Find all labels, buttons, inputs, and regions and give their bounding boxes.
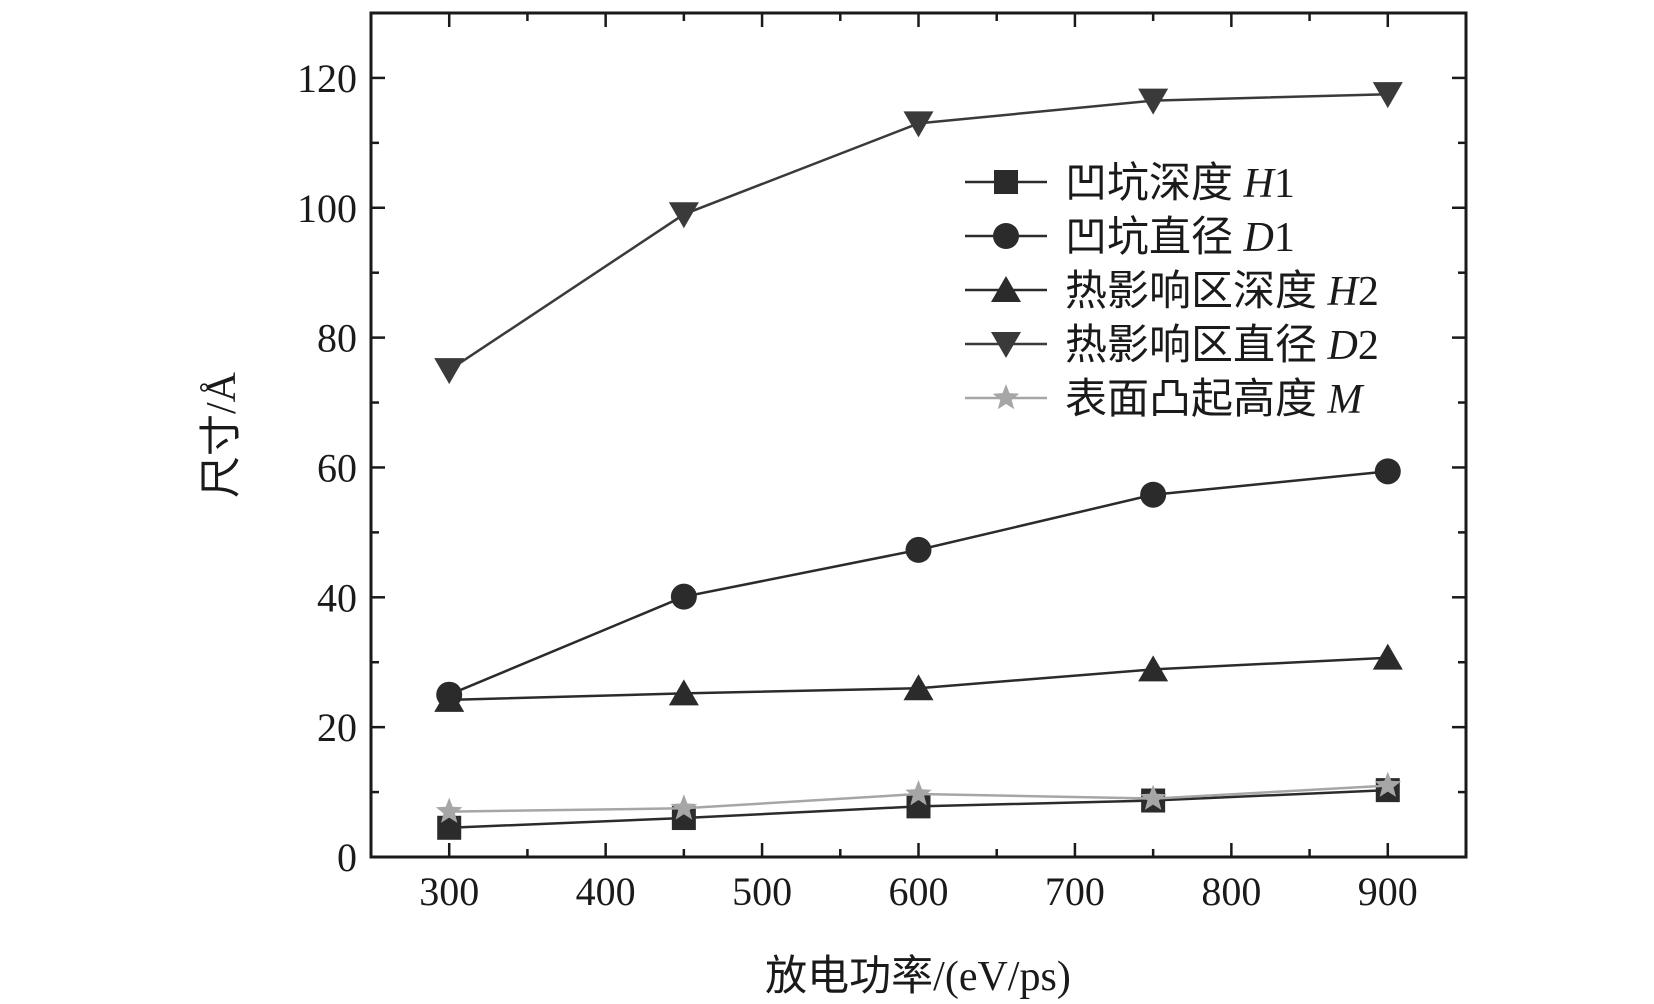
x-tick-label: 700 xyxy=(1045,869,1105,914)
legend-label: 凹坑直径 D1 xyxy=(1065,214,1295,261)
legend-label: 热影响区深度 H2 xyxy=(1065,269,1379,315)
legend: 凹坑深度 H1 凹坑直径 D1 热影响区深度 H2 热影响区直径 D2 表面凸起高度 M xyxy=(965,160,1379,423)
data-point xyxy=(903,111,934,138)
data-point xyxy=(437,815,462,840)
x-tick-label: 500 xyxy=(732,869,792,914)
data-point xyxy=(905,780,932,806)
data-point xyxy=(668,202,699,229)
legend-marker xyxy=(992,384,1020,410)
data-point xyxy=(1138,655,1169,682)
legend-marker xyxy=(991,332,1021,358)
data-point xyxy=(1374,771,1402,797)
y-tick-label: 100 xyxy=(297,186,357,231)
y-tick-label: 20 xyxy=(317,705,357,750)
data-point xyxy=(1374,458,1401,485)
legend-label: 表面凸起高度 M xyxy=(1065,377,1365,423)
legend-marker xyxy=(991,276,1021,302)
y-tick-label: 40 xyxy=(317,575,357,620)
y-tick-label: 80 xyxy=(317,316,357,361)
x-tick-label: 400 xyxy=(576,869,636,914)
data-point xyxy=(670,794,698,820)
data-point xyxy=(905,536,932,563)
legend-label: 凹坑深度 H1 xyxy=(1065,160,1295,207)
x-axis-title: 放电功率/(eV/ps) xyxy=(765,953,1071,1000)
ticks: 300 400 500 600 700 800 900 0 20 40 60 80 100 120 xyxy=(297,11,1468,914)
x-tick-label: 600 xyxy=(889,869,949,914)
data-point xyxy=(1372,643,1403,670)
data-point xyxy=(435,797,463,823)
legend-marker xyxy=(993,223,1019,249)
legend-label: 热影响区直径 D2 xyxy=(1065,323,1379,369)
y-tick-label: 60 xyxy=(317,445,357,490)
data-point xyxy=(670,583,697,610)
x-tick-label: 800 xyxy=(1201,869,1261,914)
data-point xyxy=(434,358,465,385)
data-point xyxy=(1372,82,1403,109)
y-axis-title: 尺寸/Å xyxy=(199,371,245,498)
plot-frame xyxy=(369,11,1468,859)
y-tick-label: 0 xyxy=(337,835,357,880)
y-tick-label: 120 xyxy=(297,56,357,101)
x-tick-label: 900 xyxy=(1358,869,1418,914)
legend-marker xyxy=(994,170,1018,194)
series-layer xyxy=(434,82,1403,840)
data-point xyxy=(1139,784,1167,810)
series-line xyxy=(448,470,1388,696)
data-point xyxy=(903,674,934,701)
data-point xyxy=(1138,88,1169,115)
data-point xyxy=(668,679,699,706)
data-point xyxy=(434,685,465,712)
x-tick-label: 300 xyxy=(419,869,479,914)
data-point xyxy=(1140,481,1167,508)
